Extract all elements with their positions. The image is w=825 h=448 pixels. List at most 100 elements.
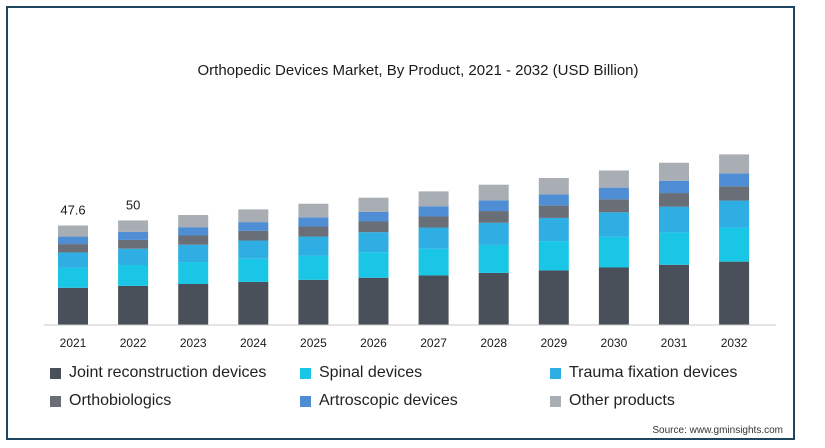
bar-segment-2022-series-3 [118, 239, 149, 249]
bar-segment-2029-series-0 [538, 270, 569, 325]
bar-segment-2031-series-0 [659, 264, 689, 325]
legend-label: Joint reconstruction devices [69, 364, 267, 381]
bar-segment-2027-series-3 [418, 216, 449, 228]
bar-segment-2024-series-2 [238, 240, 269, 259]
x-tick-labels: 2021 2022 2023 2024 2025 2026 2027 2028 2029 2030… [60, 336, 748, 350]
bar-segment-2025-series-2 [298, 236, 329, 256]
bar-segment-2023-series-2 [178, 244, 209, 263]
bar-segment-2025-series-3 [298, 226, 329, 237]
x-tick-label-2025: 2025 [300, 336, 327, 350]
bar-segment-2027-series-2 [418, 227, 449, 249]
bar-segment-2024-series-1 [238, 258, 269, 282]
bar-segment-2030-series-2 [598, 212, 629, 237]
bar-segment-2022-series-5 [118, 220, 149, 232]
bar-segment-2028-series-0 [478, 272, 509, 325]
data-label-2022: 50 [126, 197, 140, 212]
bar-segment-2026-series-5 [358, 197, 389, 212]
legend-item: Other products [550, 392, 675, 410]
bar-segment-2026-series-2 [358, 232, 389, 253]
legend-item: Orthobiologics [50, 392, 171, 410]
legend-item: Artroscopic devices [300, 392, 458, 410]
bar-segment-2025-series-1 [298, 255, 329, 280]
bar-segment-2024-series-4 [238, 222, 269, 231]
bar-segment-2031-series-5 [659, 162, 689, 181]
bar-segment-2032-series-5 [719, 154, 750, 174]
data-labels: 47.6 50 [60, 197, 140, 217]
bar-segment-2032-series-1 [719, 227, 750, 262]
bars-group [58, 154, 750, 325]
legend: Joint reconstruction devices Spinal devic… [50, 364, 770, 420]
bar-segment-2026-series-4 [358, 211, 389, 222]
x-tick-label-2031: 2031 [661, 336, 688, 350]
bar-segment-2022-series-1 [118, 264, 149, 286]
bar-segment-2021-series-2 [58, 252, 88, 268]
data-label-2021: 47.6 [60, 202, 85, 217]
legend-label: Orthobiologics [69, 392, 172, 409]
bar-segment-2031-series-2 [659, 206, 689, 233]
bar-segment-2031-series-1 [659, 232, 689, 265]
chart-title: Orthopedic Devices Market, By Product, 2… [197, 62, 638, 79]
bar-segment-2022-series-0 [118, 285, 149, 325]
bar-segment-2021-series-0 [58, 287, 88, 325]
bar-segment-2028-series-5 [478, 184, 509, 201]
legend-label: Other products [569, 392, 675, 409]
bar-segment-2032-series-4 [719, 173, 750, 187]
bar-segment-2021-series-3 [58, 244, 88, 253]
bar-segment-2024-series-3 [238, 230, 269, 241]
bar-segment-2029-series-5 [538, 178, 569, 195]
bar-segment-2030-series-5 [598, 170, 629, 188]
x-tick-label-2028: 2028 [480, 336, 507, 350]
legend-item: Trauma fixation devices [550, 364, 737, 382]
bar-segment-2030-series-0 [598, 267, 629, 325]
bar-segment-2032-series-2 [719, 200, 750, 228]
bar-segment-2026-series-0 [358, 277, 389, 325]
bar-segment-2032-series-0 [719, 261, 750, 325]
bar-segment-2028-series-1 [478, 244, 509, 273]
bar-segment-2023-series-4 [178, 227, 209, 236]
legend-label: Spinal devices [319, 364, 423, 381]
bar-segment-2029-series-1 [538, 241, 569, 271]
x-tick-label-2023: 2023 [180, 336, 207, 350]
x-tick-label-2029: 2029 [540, 336, 567, 350]
bar-segment-2029-series-3 [538, 205, 569, 218]
bar-segment-2023-series-1 [178, 262, 209, 285]
legend-label: Artroscopic devices [319, 392, 458, 409]
bar-segment-2025-series-0 [298, 279, 329, 325]
legend-swatch [50, 395, 61, 407]
legend-swatch [550, 395, 561, 407]
legend-item: Spinal devices [300, 364, 422, 382]
bar-segment-2024-series-0 [238, 281, 269, 325]
bar-segment-2021-series-4 [58, 236, 88, 245]
bar-segment-2031-series-3 [659, 193, 689, 207]
bar-segment-2028-series-4 [478, 200, 509, 212]
bar-segment-2027-series-1 [418, 248, 449, 276]
legend-swatch [300, 395, 311, 407]
bar-segment-2027-series-5 [418, 191, 449, 207]
x-tick-label-2027: 2027 [420, 336, 447, 350]
bar-segment-2028-series-2 [478, 222, 509, 245]
bar-segment-2025-series-4 [298, 217, 329, 227]
bar-segment-2021-series-1 [58, 267, 88, 288]
source-note: Source: www.gminsights.com [652, 425, 783, 436]
x-tick-label-2021: 2021 [60, 336, 87, 350]
x-tick-label-2030: 2030 [601, 336, 628, 350]
legend-item: Joint reconstruction devices [50, 364, 266, 382]
bar-segment-2024-series-5 [238, 209, 269, 223]
bar-segment-2031-series-4 [659, 180, 689, 194]
bar-segment-2023-series-0 [178, 284, 209, 325]
x-tick-label-2026: 2026 [360, 336, 387, 350]
x-tick-label-2032: 2032 [721, 336, 748, 350]
bar-segment-2032-series-3 [719, 186, 750, 201]
legend-swatch [550, 367, 561, 379]
bar-segment-2030-series-1 [598, 236, 629, 268]
bar-segment-2026-series-3 [358, 221, 389, 233]
bar-segment-2021-series-5 [58, 225, 88, 237]
bar-segment-2022-series-4 [118, 231, 149, 240]
legend-swatch [300, 367, 311, 379]
bar-segment-2023-series-5 [178, 215, 209, 228]
bar-segment-2022-series-2 [118, 248, 149, 265]
legend-swatch [50, 367, 61, 379]
bar-segment-2030-series-4 [598, 187, 629, 200]
bar-segment-2027-series-0 [418, 275, 449, 325]
